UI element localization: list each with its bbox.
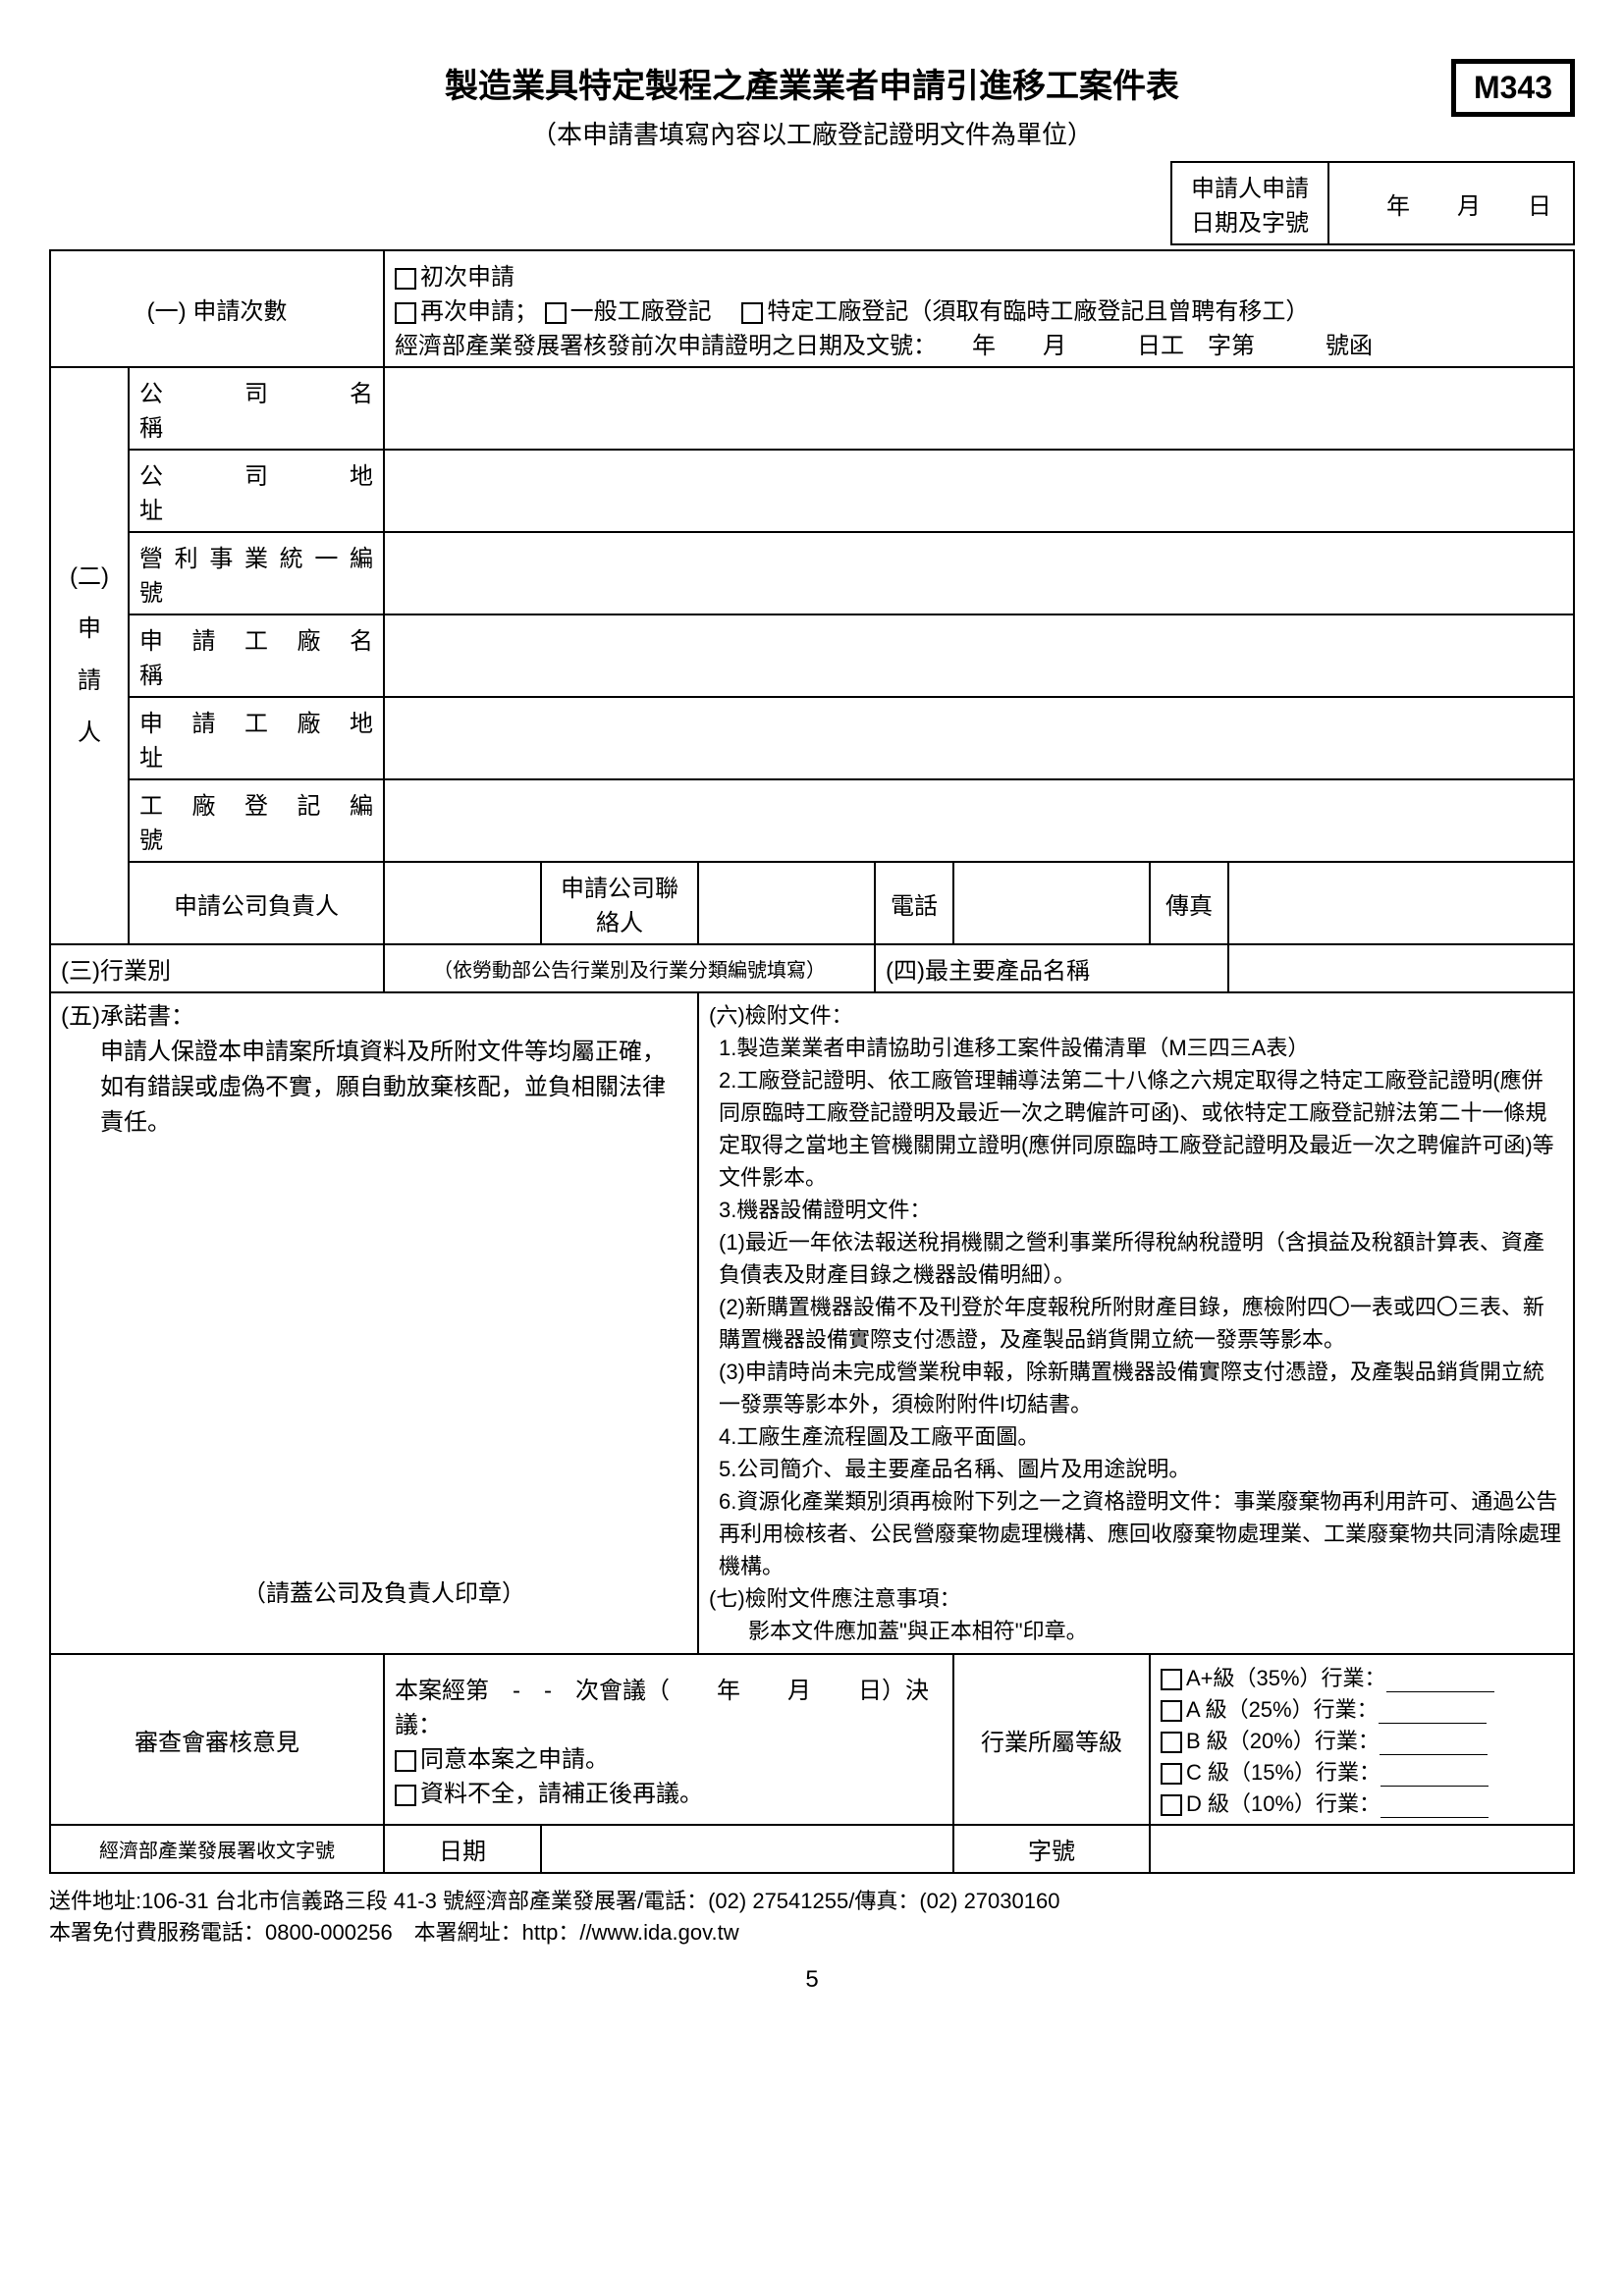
section2-header: (二)申請人 [50, 367, 129, 944]
company-name-field[interactable] [384, 367, 1574, 450]
form-subtitle: （本申請書填寫內容以工廠登記證明文件為單位） [49, 115, 1575, 151]
review-label: 審查會審核意見 [50, 1654, 384, 1825]
main-form-table: (一) 申請次數 初次申請 再次申請； 一般工廠登記 特定工廠登記（須取有臨時工… [49, 249, 1575, 1874]
checkbox-grade-b[interactable] [1161, 1732, 1182, 1753]
applicant-date-field[interactable]: 年 月 日 [1328, 162, 1574, 244]
checkbox-approve[interactable] [395, 1750, 416, 1772]
receipt-num-field[interactable] [1150, 1825, 1574, 1873]
factory-reg-field[interactable] [384, 779, 1574, 862]
stamp-note: （請蓋公司及負責人印章） [61, 1576, 707, 1612]
phone-field[interactable] [953, 862, 1150, 944]
factory-name-field[interactable] [384, 614, 1574, 697]
phone-label: 電話 [875, 862, 953, 944]
grade-options: A+級（35%）行業： A 級（25%）行業： B 級（20%）行業： C 級（… [1150, 1654, 1574, 1825]
responsible-person-label: 申請公司負責人 [129, 862, 384, 944]
section3-label: (三)行業別 [50, 944, 384, 992]
section1-body: 初次申請 再次申請； 一般工廠登記 特定工廠登記（須取有臨時工廠登記且曾聘有移工… [384, 250, 1574, 367]
business-id-field[interactable] [384, 532, 1574, 614]
contact-person-field[interactable] [698, 862, 875, 944]
section5: (五)承諾書： 申請人保證本申請案所填資料及所附文件等均屬正確，如有錯誤或虛偽不… [51, 993, 697, 1622]
business-id-label: 營 利 事 業 統 一 編 號 [129, 532, 384, 614]
factory-name-label: 申 請 工 廠 名 稱 [129, 614, 384, 697]
review-body: 本案經第 - - 次會議（ 年 月 日）決議： 同意本案之申請。 資料不全，請補… [384, 1654, 953, 1825]
receipt-num-label: 字號 [953, 1825, 1150, 1873]
responsible-person-field[interactable] [384, 862, 541, 944]
checkbox-special-reg[interactable] [741, 302, 763, 324]
fax-field[interactable] [1228, 862, 1574, 944]
section4-label: (四)最主要產品名稱 [875, 944, 1228, 992]
grade-label: 行業所屬等級 [953, 1654, 1150, 1825]
footer: 送件地址:106-31 台北市信義路三段 41-3 號經濟部產業發展署/電話：(… [49, 1884, 1575, 1947]
checkbox-first-apply[interactable] [395, 268, 416, 290]
checkbox-grade-d[interactable] [1161, 1794, 1182, 1816]
factory-address-field[interactable] [384, 697, 1574, 779]
contact-person-label: 申請公司聯絡人 [541, 862, 698, 944]
company-address-label: 公 司 地 址 [129, 450, 384, 532]
section1-label: (一) 申請次數 [50, 250, 384, 367]
form-title: 製造業具特定製程之產業業者申請引進移工案件表 [445, 59, 1179, 107]
receipt-date-field[interactable] [541, 1825, 953, 1873]
company-address-field[interactable] [384, 450, 1574, 532]
company-name-label: 公 司 名 稱 [129, 367, 384, 450]
checkbox-grade-aplus[interactable] [1161, 1669, 1182, 1690]
section3-hint: （依勞動部公告行業別及行業分類編號填寫） [384, 944, 875, 992]
section6: (六)檢附文件： 1.製造業業者申請協助引進移工案件設備清單（M三四三A表） 2… [699, 993, 1573, 1653]
factory-reg-label: 工 廠 登 記 編 號 [129, 779, 384, 862]
checkbox-grade-a[interactable] [1161, 1700, 1182, 1722]
fax-label: 傳真 [1150, 862, 1228, 944]
section7: (七)檢附文件應注意事項： 影本文件應加蓋"與正本相符"印章。 [709, 1582, 1563, 1647]
receipt-label: 經濟部產業發展署收文字號 [50, 1825, 384, 1873]
applicant-date-label: 申請人申請日期及字號 [1171, 162, 1328, 244]
form-code-box: M343 [1451, 59, 1575, 117]
factory-address-label: 申 請 工 廠 地 址 [129, 697, 384, 779]
page-number: 5 [49, 1966, 1575, 1994]
receipt-date-label: 日期 [384, 1825, 541, 1873]
section4-field[interactable] [1228, 944, 1574, 992]
checkbox-re-apply[interactable] [395, 302, 416, 324]
checkbox-incomplete[interactable] [395, 1785, 416, 1806]
checkbox-grade-c[interactable] [1161, 1763, 1182, 1785]
checkbox-general-reg[interactable] [545, 302, 567, 324]
